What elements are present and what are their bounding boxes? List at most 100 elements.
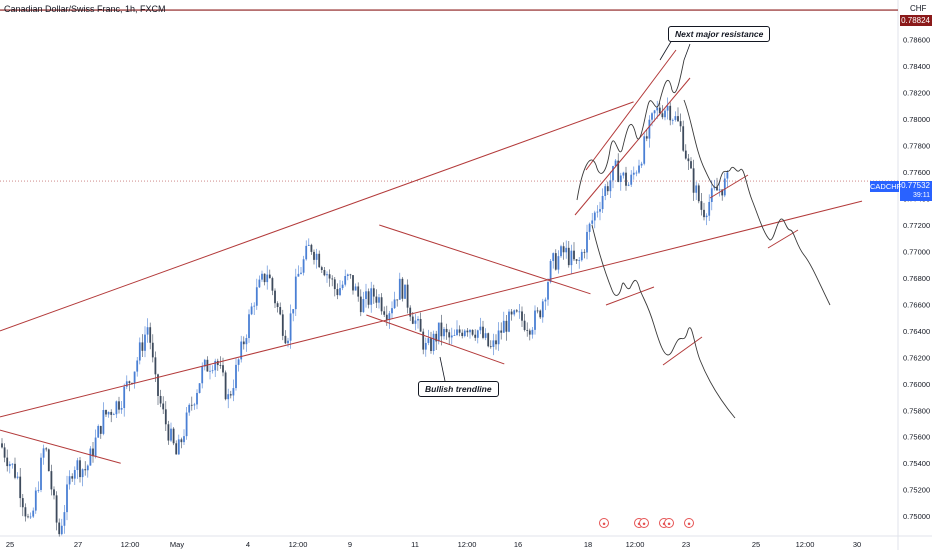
candle-body (354, 286, 357, 291)
candle-body (50, 471, 53, 490)
candle-body (222, 365, 224, 373)
x-tick-label: 16 (514, 540, 522, 549)
candle-body (601, 195, 604, 210)
candle-body (19, 476, 22, 499)
resistance-callout[interactable]: Next major resistance (668, 26, 771, 42)
candle-body (372, 288, 375, 297)
candle-body (393, 299, 396, 309)
candle-body (344, 275, 347, 285)
candle-body (141, 342, 144, 351)
flag-glyph: ● (667, 522, 671, 528)
candle-body (53, 489, 55, 496)
candle-body (476, 330, 479, 338)
candle-body (463, 330, 466, 337)
x-tick-label: 9 (348, 540, 352, 549)
candle-body (97, 425, 100, 438)
y-tick-label: 0.75600 (903, 433, 930, 442)
candle-body (268, 274, 271, 279)
candle-body (492, 340, 495, 347)
calendar-flag-icon (684, 518, 694, 528)
x-tick-label: 18 (584, 540, 592, 549)
candle-body (292, 309, 295, 314)
candle-body (318, 253, 321, 268)
candle-body (313, 251, 315, 260)
candle-body (209, 370, 211, 372)
candle-body (586, 231, 588, 253)
candle-body (323, 270, 326, 276)
x-tick-label: 23 (682, 540, 690, 549)
candle-body (336, 289, 339, 296)
candle-body (289, 313, 292, 341)
candle-body (177, 439, 180, 455)
candle-body (149, 327, 152, 343)
candle-body (687, 158, 690, 162)
candle-body (419, 318, 422, 332)
calendar-flag-icon (639, 518, 649, 528)
candle-body (326, 274, 328, 276)
candle-body (359, 296, 362, 313)
candle-body (84, 469, 87, 471)
candle-body (76, 460, 79, 471)
y-tick-label: 0.76400 (903, 327, 930, 336)
candle-body (94, 437, 97, 457)
candle-body (409, 307, 412, 317)
y-tick-label: 0.78600 (903, 36, 930, 45)
candle-body (333, 279, 336, 290)
candle-body (437, 322, 440, 342)
candle-body (396, 299, 399, 301)
candle-body (284, 335, 287, 344)
projection-path-bearish (591, 224, 736, 419)
candle-body (297, 273, 300, 277)
candle-body (167, 424, 170, 441)
candle-body (515, 310, 518, 312)
y-tick-label: 0.77200 (903, 221, 930, 230)
candle-body (718, 189, 721, 191)
candle-body (45, 448, 48, 450)
candle-body (580, 251, 583, 261)
candle-body (287, 340, 289, 344)
candle-body (612, 166, 614, 181)
candle-body (427, 338, 430, 343)
candle-body (99, 425, 102, 434)
candle-body (40, 457, 42, 490)
candle-body (383, 311, 386, 315)
flag-glyph: ● (602, 522, 606, 528)
candle-body (16, 476, 19, 478)
x-tick-label: 27 (74, 540, 82, 549)
candle-body (157, 374, 159, 396)
candle-body (120, 408, 123, 410)
candle-body (224, 372, 227, 400)
candle-body (203, 359, 206, 367)
trendline (379, 224, 591, 295)
candle-body (406, 284, 409, 308)
x-tick-label: 25 (6, 540, 14, 549)
trendline-callout[interactable]: Bullish trendline (418, 381, 499, 397)
candle-body (34, 490, 37, 511)
callout-pointer (439, 356, 446, 382)
candle-body (331, 278, 334, 280)
candle-body (349, 274, 352, 276)
candle-body (424, 342, 427, 350)
candle-body (528, 330, 531, 335)
candle-body (385, 314, 388, 321)
chart-title: Canadian Dollar/Swiss Franc, 1h, FXCM (4, 4, 166, 14)
flag-glyph: ● (687, 522, 691, 528)
candle-body (651, 113, 653, 120)
candle-body (609, 180, 612, 192)
resistance-price-tag: 0.78824 (900, 15, 932, 26)
candle-body (170, 428, 172, 441)
candle-body (401, 278, 404, 299)
candle-body (690, 161, 692, 169)
candle-body (14, 463, 16, 478)
candle-body (370, 288, 373, 305)
candle-body (128, 381, 131, 384)
candle-body (487, 333, 490, 347)
candle-body (242, 341, 245, 345)
candle-body (281, 314, 284, 336)
candle-body (183, 436, 185, 443)
candle-body (310, 244, 313, 252)
candle-body (107, 411, 110, 415)
x-tick-label: 12:00 (121, 540, 140, 549)
